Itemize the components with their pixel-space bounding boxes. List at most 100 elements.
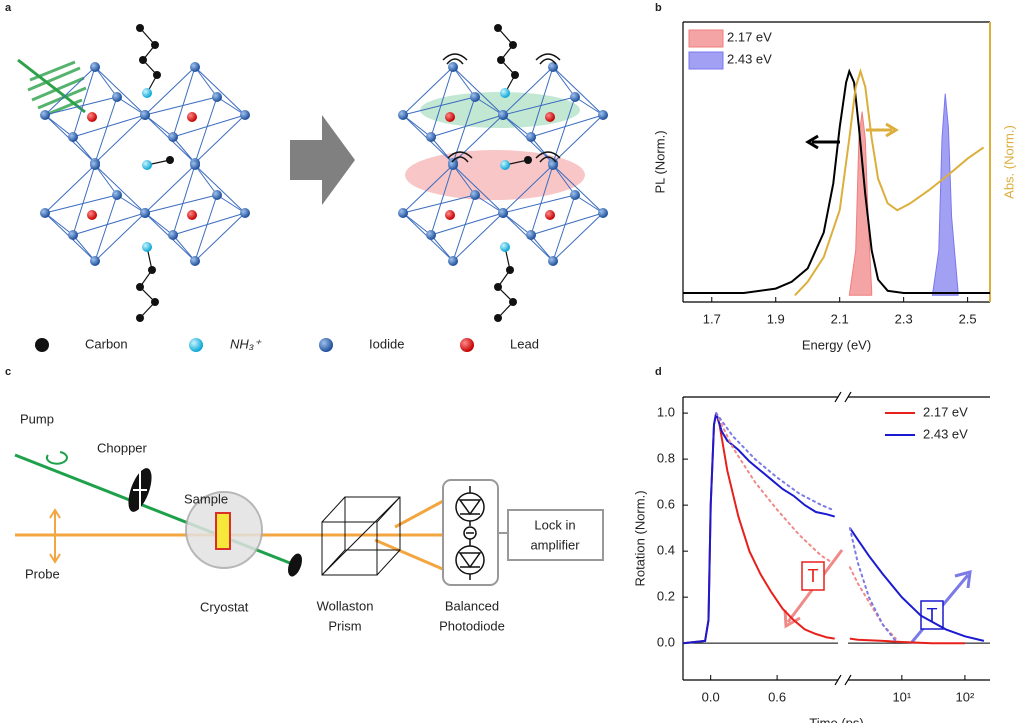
bond — [502, 96, 576, 116]
bond — [72, 212, 146, 236]
legend-carbon — [35, 338, 49, 352]
carbon — [509, 298, 517, 306]
bond — [94, 66, 118, 98]
lead — [87, 112, 97, 122]
iodide — [190, 256, 200, 266]
y-tick-label: 1.0 — [657, 405, 675, 420]
line — [849, 527, 985, 642]
bond — [72, 66, 96, 138]
iodide — [168, 132, 178, 142]
bond — [94, 212, 146, 262]
bond — [430, 136, 454, 164]
carbon-chain — [497, 246, 514, 319]
annotation: T — [927, 605, 938, 625]
carbon — [166, 156, 174, 164]
iodide — [548, 256, 558, 266]
diode-glyph — [458, 486, 482, 526]
iodide — [526, 230, 536, 240]
process-arrow — [290, 115, 355, 205]
beam-dump — [288, 553, 302, 577]
y-tick-label: 0.2 — [657, 589, 675, 604]
sample — [215, 512, 231, 550]
nh3 — [500, 242, 510, 252]
bond — [452, 66, 504, 116]
green-cloud — [420, 92, 580, 128]
legend-label: 2.17 eV — [923, 404, 968, 419]
bond — [402, 114, 432, 138]
annotation-box — [801, 561, 825, 591]
bond — [402, 66, 454, 116]
nh3 — [142, 88, 152, 98]
carbon — [494, 24, 502, 32]
legend-swatch — [688, 29, 724, 48]
node-label: Photodiode — [439, 618, 505, 633]
bond — [94, 96, 118, 164]
bond — [552, 96, 576, 164]
legend-label: 2.43 eV — [727, 51, 772, 66]
x-tick-label: 0.0 — [702, 689, 720, 704]
bond — [194, 164, 246, 214]
setup-diagram — [14, 451, 604, 586]
x-axis-label: Energy (eV) — [802, 337, 871, 352]
bond — [194, 194, 218, 262]
legend-lead — [460, 338, 474, 352]
iodide — [398, 110, 408, 120]
axis-break — [834, 391, 852, 403]
bond — [194, 212, 246, 262]
bond — [402, 194, 476, 214]
x-tick-label: 2.1 — [831, 311, 849, 326]
iodide — [140, 208, 150, 218]
carbon — [153, 71, 161, 79]
bond — [552, 66, 576, 98]
iodide — [548, 160, 558, 170]
iodide — [190, 160, 200, 170]
iodide — [168, 230, 178, 240]
bond — [430, 234, 454, 262]
iodide — [448, 256, 458, 266]
line — [682, 412, 835, 645]
bond — [402, 96, 476, 116]
bond — [402, 164, 454, 214]
bond — [552, 164, 576, 196]
split-beam — [394, 498, 446, 529]
bond — [452, 212, 504, 262]
carbon — [524, 156, 532, 164]
y-tick-label: 0.0 — [657, 635, 675, 650]
x-tick-label: 1.9 — [767, 311, 785, 326]
area — [931, 93, 959, 296]
carbon — [509, 41, 517, 49]
carbon — [511, 71, 519, 79]
laser-spot — [27, 60, 87, 116]
vibration-arc — [442, 53, 468, 65]
nh3 — [142, 160, 152, 170]
carbon — [494, 314, 502, 322]
legend-label: Iodide — [369, 336, 404, 351]
line — [682, 412, 835, 645]
iodide — [68, 230, 78, 240]
bond — [530, 212, 604, 236]
chopper-blade — [133, 470, 147, 510]
iodide — [68, 132, 78, 142]
carbon — [136, 24, 144, 32]
iodide — [40, 208, 50, 218]
bond — [530, 164, 554, 236]
iodide — [240, 208, 250, 218]
iodide — [470, 92, 480, 102]
iodide — [212, 190, 222, 200]
bond — [194, 164, 218, 196]
nh3 — [142, 242, 152, 252]
bond — [530, 234, 554, 262]
bond — [194, 66, 218, 98]
area — [848, 111, 873, 296]
node-label: Prism — [328, 618, 361, 633]
bond — [474, 194, 504, 214]
line — [848, 527, 897, 642]
y-axis-label: PL (Norm.) — [652, 130, 667, 193]
prism — [321, 496, 401, 576]
panel-label: a — [5, 2, 12, 14]
legend-label: Lead — [510, 336, 539, 351]
node-label: Probe — [25, 566, 60, 581]
bond — [94, 66, 146, 116]
lead — [545, 112, 555, 122]
